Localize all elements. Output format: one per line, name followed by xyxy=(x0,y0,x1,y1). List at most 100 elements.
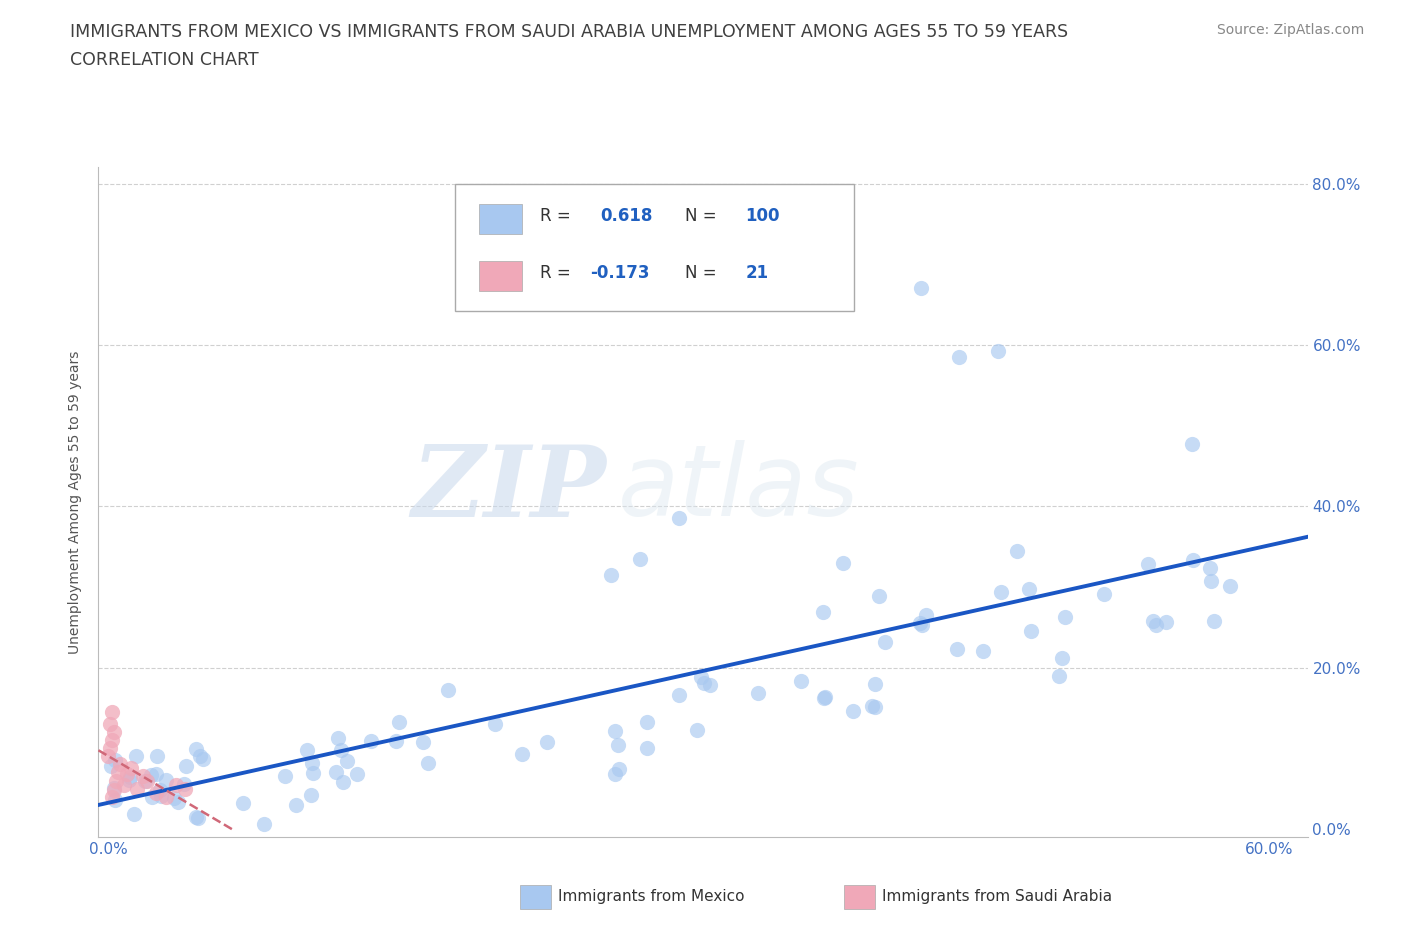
Point xyxy=(693,676,716,691)
Point xyxy=(302,766,325,781)
Point xyxy=(122,806,145,821)
Point xyxy=(384,734,406,749)
Point xyxy=(108,757,131,772)
Text: R =: R = xyxy=(540,206,571,225)
Point xyxy=(789,674,811,689)
Point xyxy=(1156,615,1178,630)
Point xyxy=(606,737,628,752)
Text: Immigrants from Saudi Arabia: Immigrants from Saudi Arabia xyxy=(882,889,1112,904)
Point xyxy=(600,567,623,582)
Point xyxy=(120,761,142,776)
Point xyxy=(98,717,121,732)
Point xyxy=(668,511,690,525)
Point xyxy=(1142,614,1164,629)
FancyBboxPatch shape xyxy=(456,184,855,312)
Point xyxy=(813,690,835,705)
Point xyxy=(1007,543,1029,558)
Point xyxy=(125,749,148,764)
Point xyxy=(416,755,439,770)
Point xyxy=(191,752,214,767)
Point xyxy=(187,811,209,826)
Point xyxy=(686,723,709,737)
Point xyxy=(1199,561,1222,576)
Point xyxy=(253,817,276,831)
Point xyxy=(1052,650,1074,665)
Point xyxy=(689,670,711,684)
Text: 0.618: 0.618 xyxy=(600,206,652,225)
Point xyxy=(911,618,934,632)
Point xyxy=(301,755,323,770)
Point xyxy=(184,809,207,824)
Point xyxy=(1144,618,1167,632)
Text: Source: ZipAtlas.com: Source: ZipAtlas.com xyxy=(1216,23,1364,37)
Point xyxy=(155,790,177,804)
Point xyxy=(484,717,506,732)
Point xyxy=(636,714,658,729)
Point xyxy=(842,704,865,719)
Point xyxy=(1049,669,1071,684)
Point xyxy=(813,604,835,619)
Text: N =: N = xyxy=(685,206,717,225)
Point xyxy=(1181,552,1204,567)
Point xyxy=(860,698,883,713)
Point xyxy=(747,685,769,700)
Point xyxy=(636,740,658,755)
Point xyxy=(97,749,120,764)
Point xyxy=(103,783,125,798)
Point xyxy=(155,773,177,788)
Point xyxy=(972,644,994,658)
Point xyxy=(188,749,211,764)
Y-axis label: Unemployment Among Ages 55 to 59 years: Unemployment Among Ages 55 to 59 years xyxy=(69,351,83,654)
Bar xyxy=(479,260,522,291)
Point xyxy=(832,555,855,570)
Point xyxy=(910,281,932,296)
Point xyxy=(117,766,139,781)
Point xyxy=(346,767,368,782)
Point xyxy=(863,699,886,714)
Text: ZIP: ZIP xyxy=(412,441,606,537)
Point xyxy=(388,714,411,729)
Point xyxy=(329,743,352,758)
Point xyxy=(165,777,187,792)
Point xyxy=(135,773,157,788)
Point xyxy=(332,774,354,789)
Text: N =: N = xyxy=(685,263,717,282)
Point xyxy=(1219,578,1241,593)
Point xyxy=(536,735,558,750)
Point xyxy=(120,770,142,785)
Point xyxy=(299,788,322,803)
Point xyxy=(103,724,125,739)
Point xyxy=(100,759,122,774)
Point xyxy=(1180,437,1202,452)
Text: IMMIGRANTS FROM MEXICO VS IMMIGRANTS FROM SAUDI ARABIA UNEMPLOYMENT AMONG AGES 5: IMMIGRANTS FROM MEXICO VS IMMIGRANTS FRO… xyxy=(70,23,1069,41)
Point xyxy=(987,343,1010,358)
Point xyxy=(510,746,533,761)
Point xyxy=(668,687,690,702)
Point xyxy=(336,753,359,768)
Point xyxy=(174,759,197,774)
Point xyxy=(603,724,626,738)
Point xyxy=(141,790,163,804)
Point xyxy=(163,790,186,805)
Point xyxy=(104,773,127,788)
Point xyxy=(325,764,347,779)
Point xyxy=(173,777,195,791)
Point xyxy=(1199,573,1222,588)
Point xyxy=(605,766,627,781)
Point xyxy=(326,730,349,745)
Point xyxy=(101,790,124,804)
Point xyxy=(868,589,890,604)
Point xyxy=(908,616,931,631)
Point xyxy=(145,785,167,800)
Point xyxy=(915,607,938,622)
Point xyxy=(134,774,156,789)
Point xyxy=(103,780,125,795)
Point xyxy=(437,682,460,697)
Text: -0.173: -0.173 xyxy=(591,263,650,282)
Point xyxy=(607,762,630,777)
Point xyxy=(174,781,197,796)
Point xyxy=(628,551,651,566)
Text: CORRELATION CHART: CORRELATION CHART xyxy=(70,51,259,69)
Text: 21: 21 xyxy=(745,263,769,282)
Point xyxy=(167,794,190,809)
